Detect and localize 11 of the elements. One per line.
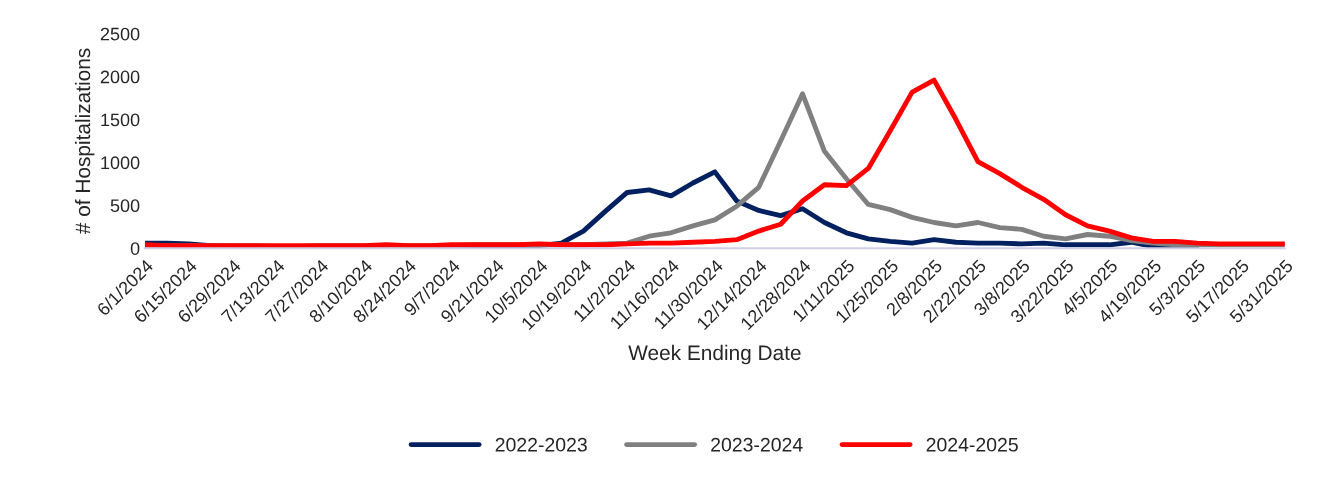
y-axis-title: # of Hospitalizations — [74, 48, 95, 235]
y-tick-label: 2500 — [100, 27, 140, 41]
x-axis-title: Week Ending Date — [628, 344, 801, 365]
y-tick-label: 1500 — [101, 113, 140, 127]
y-tick-label: 2000 — [100, 70, 140, 84]
legend-label: 2022-2023 — [495, 437, 587, 452]
legend-label: 2023-2024 — [711, 437, 803, 452]
y-tick-label: 500 — [110, 199, 140, 213]
y-tick-label: 1000 — [101, 156, 140, 170]
legend-label: 2024-2025 — [926, 437, 1018, 452]
y-tick-label: 0 — [130, 242, 140, 255]
